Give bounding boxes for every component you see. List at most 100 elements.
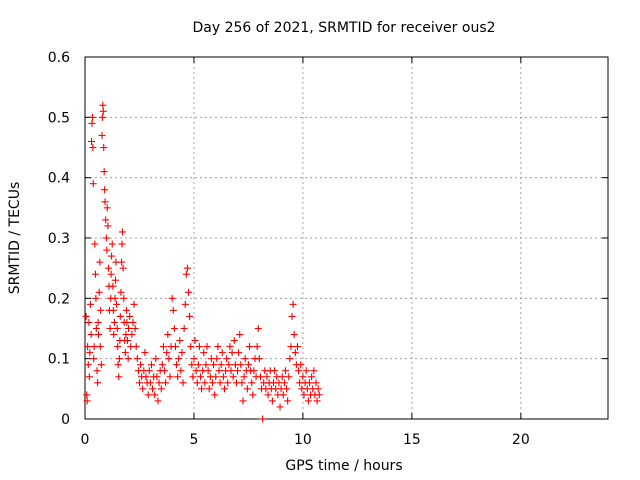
data-point: [180, 325, 188, 332]
data-point: [185, 288, 193, 296]
data-point: [224, 379, 232, 387]
data-point: [86, 349, 94, 357]
data-point: [263, 373, 271, 381]
data-point: [268, 397, 276, 405]
data-point: [118, 228, 126, 236]
data-point: [211, 391, 219, 399]
data-point: [96, 343, 104, 351]
data-point: [230, 337, 238, 345]
data-point: [285, 373, 293, 381]
data-point: [141, 349, 149, 357]
data-point: [229, 373, 237, 381]
y-tick-label: 0.3: [48, 231, 70, 247]
data-point: [105, 264, 113, 272]
data-point: [177, 367, 185, 375]
data-point: [123, 318, 131, 326]
data-point: [103, 246, 111, 254]
data-point: [95, 331, 103, 339]
data-point: [176, 337, 184, 345]
data-point: [119, 264, 127, 272]
data-point: [212, 373, 220, 381]
data-point: [195, 343, 203, 351]
data-point: [165, 355, 173, 363]
data-point: [151, 391, 159, 399]
data-point: [100, 144, 108, 151]
data-point: [101, 186, 109, 194]
data-point: [189, 373, 197, 381]
data-point: [304, 397, 312, 405]
data-point: [94, 379, 102, 387]
data-point: [107, 270, 115, 278]
data-point: [239, 397, 247, 405]
data-point: [208, 379, 216, 387]
data-point: [218, 349, 226, 357]
data-point: [108, 240, 116, 248]
data-point: [110, 318, 118, 326]
data-point: [248, 379, 256, 387]
data-point: [137, 361, 145, 369]
data-point: [169, 306, 177, 314]
data-point: [90, 355, 98, 363]
data-point: [175, 355, 183, 363]
data-point: [132, 343, 140, 351]
data-point: [205, 385, 213, 393]
data-point: [110, 331, 118, 339]
y-tick-label: 0.6: [48, 50, 70, 66]
data-point: [90, 343, 98, 351]
data-point: [302, 367, 310, 375]
data-point: [149, 385, 157, 393]
chart-title: Day 256 of 2021, SRMTID for receiver ous…: [192, 20, 495, 36]
data-point: [227, 367, 235, 375]
data-point: [126, 312, 134, 320]
data-point: [181, 300, 189, 308]
data-point: [85, 318, 93, 326]
data-point: [130, 300, 138, 308]
data-point: [283, 385, 291, 393]
data-point: [88, 119, 96, 127]
data-point: [142, 373, 150, 381]
y-tick-label: 0.1: [48, 352, 70, 368]
data-point: [240, 373, 248, 381]
y-tick-label: 0.5: [48, 110, 70, 126]
data-point: [198, 385, 206, 393]
data-point: [97, 306, 105, 314]
data-point: [164, 331, 172, 339]
data-point: [116, 312, 124, 320]
data-point: [220, 385, 228, 393]
data-point: [92, 294, 100, 302]
data-point: [85, 373, 93, 381]
y-axis-ticks: 0 0.1 0.2 0.3 0.4 0.5 0.6: [48, 50, 608, 428]
data-point: [89, 144, 97, 151]
data-point: [253, 343, 261, 351]
data-point: [210, 361, 218, 369]
data-point: [88, 137, 96, 145]
data-point: [133, 355, 141, 363]
data-point: [280, 379, 288, 387]
data-point: [308, 373, 316, 381]
data-point: [129, 318, 137, 326]
data-point: [225, 361, 233, 369]
data-point: [94, 318, 102, 326]
data-point: [128, 331, 136, 339]
data-point: [214, 343, 222, 351]
data-point: [315, 391, 323, 399]
y-tick-label: 0.2: [48, 291, 70, 307]
data-point: [188, 361, 196, 369]
data-point: [83, 391, 91, 399]
data-point: [178, 349, 186, 357]
data-point: [125, 325, 133, 332]
data-point: [196, 373, 204, 381]
data-point: [86, 300, 94, 308]
data-point: [96, 258, 104, 266]
data-point: [91, 270, 99, 278]
data-point: [173, 361, 181, 369]
data-point: [84, 343, 92, 351]
data-point: [131, 325, 139, 332]
data-point: [106, 325, 114, 332]
data-point: [98, 113, 106, 121]
data-point: [117, 288, 125, 296]
data-point: [241, 355, 249, 363]
data-point: [287, 343, 295, 351]
data-point: [113, 300, 121, 308]
